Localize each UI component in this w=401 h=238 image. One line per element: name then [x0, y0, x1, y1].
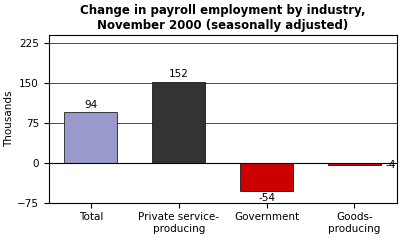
Bar: [328, 163, 381, 165]
Text: -54: -54: [258, 193, 275, 203]
Text: -4: -4: [385, 160, 396, 170]
Title: Change in payroll employment by industry,
November 2000 (seasonally adjusted): Change in payroll employment by industry…: [80, 4, 365, 32]
Bar: [240, 163, 293, 191]
Text: 94: 94: [84, 100, 97, 110]
Text: 152: 152: [169, 69, 188, 79]
Bar: [65, 113, 117, 163]
Bar: [152, 82, 205, 163]
Y-axis label: Thousands: Thousands: [4, 90, 14, 147]
